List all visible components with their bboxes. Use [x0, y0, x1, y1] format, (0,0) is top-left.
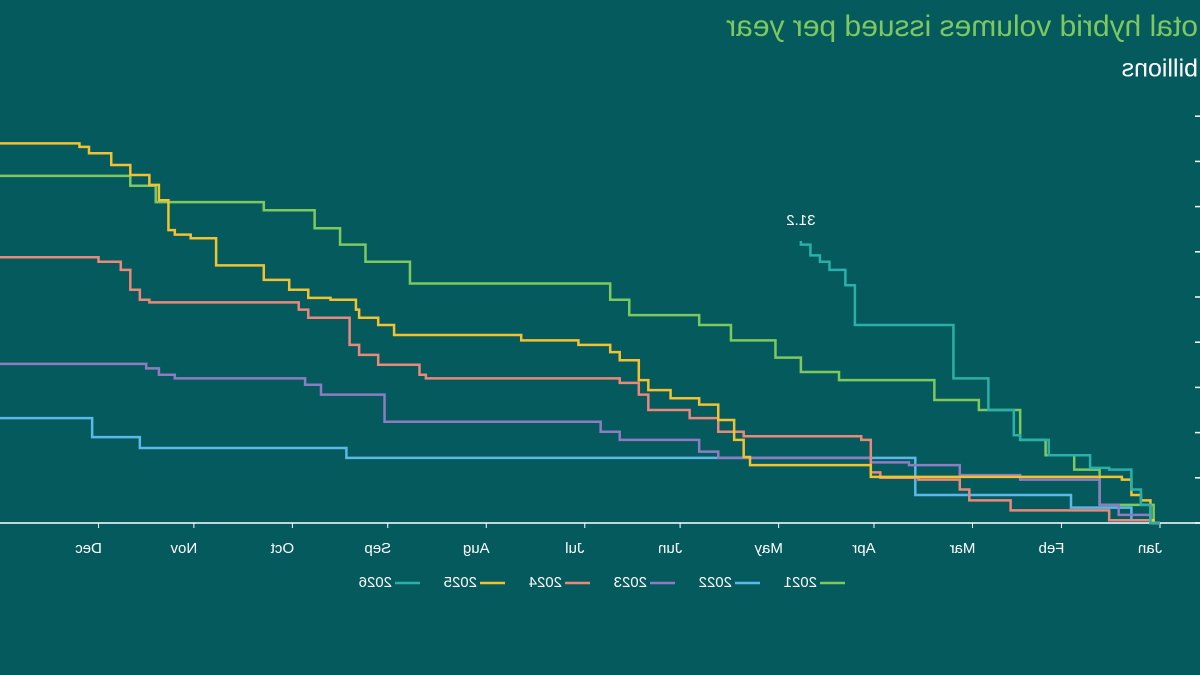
legend-label: 2025 [444, 574, 477, 591]
legend-label: 2021 [784, 574, 817, 591]
legend-label: 2026 [359, 574, 392, 591]
legend-label: 2022 [699, 574, 732, 591]
chart-title: otal hybrid volumes issued per year [726, 10, 1198, 43]
x-tick-label: Jul [565, 540, 584, 557]
x-tick-label: Sep [364, 540, 391, 557]
x-tick-label: Jun [658, 540, 682, 557]
series-line [799, 240, 1160, 525]
chart-subtitle: billions [1122, 55, 1198, 83]
data-label: 31.2 [786, 212, 815, 229]
series-line [0, 174, 1160, 525]
x-tick-label: Nov [170, 540, 197, 557]
x-tick-label: Dec [75, 540, 102, 557]
legend-label: 2024 [529, 574, 562, 591]
x-tick-label: Mar [950, 540, 976, 557]
series-line [0, 142, 1160, 525]
x-tick-label: Apr [852, 540, 875, 557]
plot: otal hybrid volumes issued per year bill… [0, 10, 1200, 591]
legend-label: 2023 [614, 574, 647, 591]
x-tick-label: Oct [270, 540, 294, 557]
series-line [0, 255, 1160, 525]
x-tick-label: Aug [463, 540, 490, 557]
x-tick-label: May [754, 540, 783, 557]
x-tick-label: Feb [1039, 540, 1065, 557]
x-tick-label: Jan [1138, 540, 1162, 557]
series-line [0, 362, 1160, 525]
